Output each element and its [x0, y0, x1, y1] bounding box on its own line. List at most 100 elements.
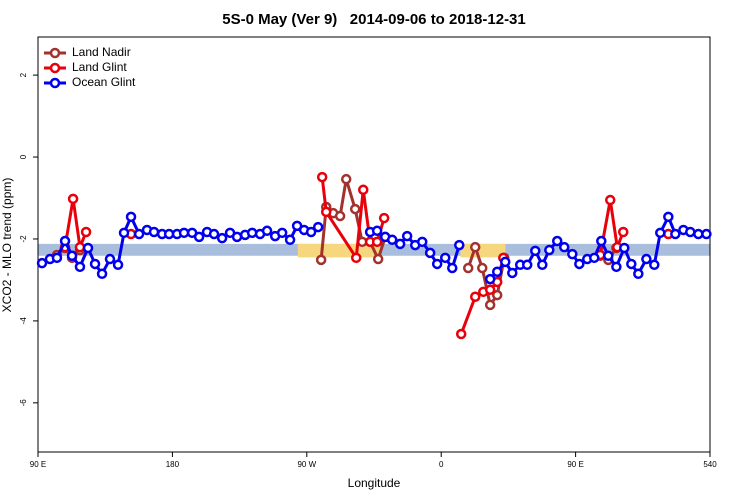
point: [701, 228, 712, 240]
x-tick-label: 540: [703, 460, 717, 469]
x-tick-label: 0: [439, 460, 444, 469]
point: [603, 250, 614, 262]
point: [372, 253, 384, 265]
point: [104, 253, 116, 265]
point: [537, 259, 548, 271]
legend-marker: [49, 62, 61, 74]
point: [276, 227, 288, 239]
y-axis-label: XCO2 - MLO trend (ppm): [0, 178, 14, 313]
point: [371, 225, 383, 237]
point: [51, 252, 63, 264]
point: [118, 227, 130, 239]
point: [439, 252, 451, 264]
point: [216, 232, 228, 244]
y-tick-label: -2: [19, 235, 28, 243]
point: [617, 226, 629, 238]
point: [611, 261, 622, 273]
series-line: [55, 178, 618, 309]
point: [455, 328, 467, 340]
point: [641, 253, 652, 265]
point: [530, 245, 541, 257]
point: [350, 252, 362, 264]
point: [378, 212, 390, 224]
point: [334, 210, 346, 222]
point: [604, 194, 616, 206]
point: [305, 226, 317, 238]
point: [246, 227, 258, 239]
point: [685, 226, 696, 238]
point: [231, 231, 243, 243]
point: [507, 267, 518, 279]
x-tick-label: 180: [166, 460, 180, 469]
point: [59, 235, 71, 247]
point: [633, 268, 644, 280]
x-axis-label: Longitude: [348, 476, 401, 490]
point: [619, 242, 630, 254]
x-tick-label: 90 E: [567, 460, 583, 469]
point: [66, 250, 78, 262]
point: [96, 268, 108, 280]
point: [82, 242, 94, 254]
point: [67, 193, 79, 205]
point: [491, 266, 503, 277]
legend-marker: [49, 77, 61, 89]
point: [371, 236, 383, 248]
point: [312, 221, 324, 233]
point: [74, 261, 86, 273]
point: [484, 284, 496, 296]
y-tick-label: -6: [19, 399, 28, 407]
point: [316, 171, 328, 183]
point: [567, 248, 578, 260]
point: [416, 236, 428, 248]
point: [544, 244, 555, 256]
point: [193, 231, 205, 243]
point: [469, 241, 481, 253]
point: [208, 228, 220, 240]
point: [574, 258, 585, 270]
point: [626, 258, 637, 270]
point: [431, 258, 443, 270]
point: [133, 228, 145, 240]
point: [596, 235, 607, 247]
legend-label: Ocean Glint: [72, 75, 136, 89]
y-tick-label: 2: [19, 72, 28, 77]
point: [36, 257, 48, 269]
point: [320, 206, 332, 218]
point: [477, 262, 488, 274]
point: [125, 211, 137, 223]
point: [649, 259, 660, 271]
point: [462, 262, 474, 274]
legend-marker: [49, 47, 61, 59]
point: [469, 291, 481, 302]
point: [551, 235, 563, 247]
point: [491, 289, 503, 301]
point: [484, 273, 496, 285]
point: [394, 238, 406, 250]
point: [148, 226, 160, 238]
point: [500, 256, 511, 268]
point: [559, 241, 570, 253]
point: [663, 211, 674, 223]
point: [589, 252, 600, 264]
point: [349, 203, 361, 215]
point: [89, 258, 101, 270]
point: [655, 227, 666, 239]
point: [261, 225, 273, 237]
legend-label: Land Nadir: [72, 45, 131, 59]
y-tick-label: -4: [19, 317, 28, 325]
point: [340, 173, 352, 185]
point: [484, 299, 496, 311]
point: [178, 227, 190, 239]
point: [315, 254, 327, 266]
point: [670, 228, 681, 240]
chart-title: 5S-0 May (Ver 9) 2014-09-06 to 2018-12-3…: [222, 11, 526, 28]
plot-frame: [37, 36, 711, 453]
point: [74, 241, 86, 253]
point: [284, 234, 296, 246]
point: [80, 226, 92, 238]
point: [424, 247, 436, 259]
point: [401, 230, 413, 242]
point: [357, 184, 369, 196]
x-tick-label: 90 E: [30, 460, 46, 469]
